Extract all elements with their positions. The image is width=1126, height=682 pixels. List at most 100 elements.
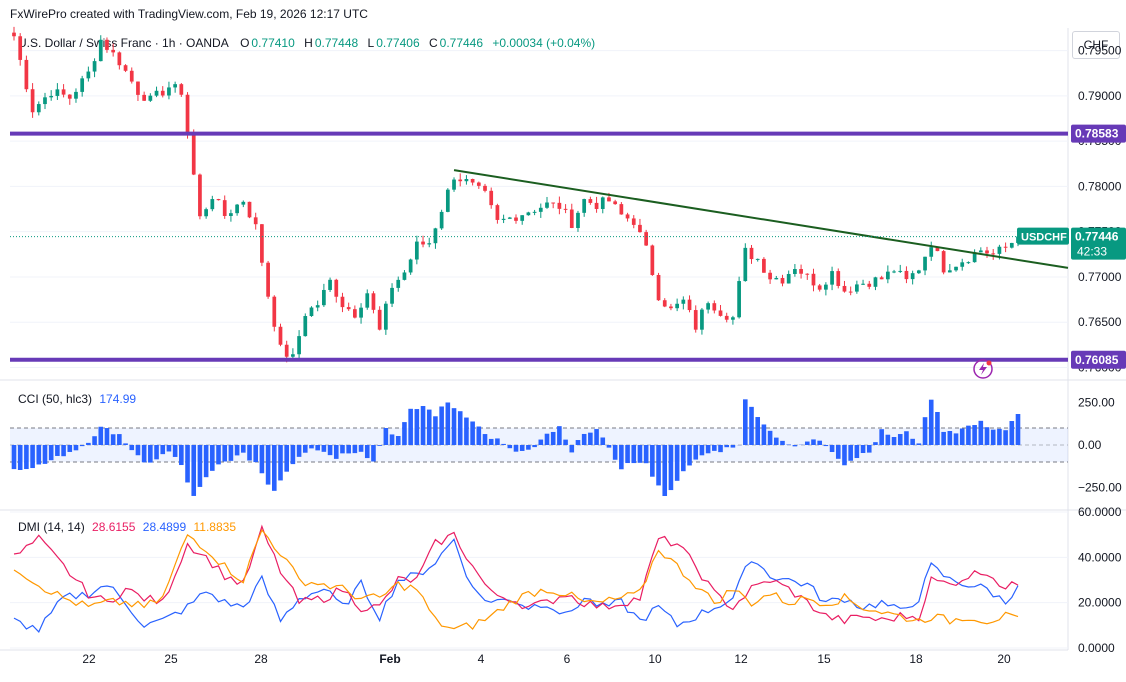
candle-body <box>433 228 438 244</box>
candle-body <box>563 208 568 210</box>
candle-body <box>669 306 673 309</box>
candle-body <box>569 209 574 228</box>
cci-bar <box>674 445 680 481</box>
candle-body <box>514 217 518 221</box>
candle-body <box>198 174 202 217</box>
cci-bar <box>712 445 717 451</box>
candle-body <box>167 87 171 96</box>
candle-body <box>129 70 134 82</box>
cci-bar <box>191 445 197 496</box>
cci-bar <box>364 445 370 459</box>
cci-bar <box>891 437 897 445</box>
cci-bar <box>1009 421 1015 445</box>
candle-body <box>105 39 109 50</box>
candle-body <box>98 39 103 62</box>
cci-bar <box>910 438 915 445</box>
cci-bar <box>631 445 637 464</box>
cci-bar <box>135 445 141 456</box>
cci-bar <box>79 445 85 447</box>
candle-body <box>291 354 295 357</box>
cci-bar <box>773 437 779 445</box>
candle-body <box>365 293 370 308</box>
candle-body <box>272 296 277 327</box>
candle-body <box>712 303 717 311</box>
cci-bar <box>1015 414 1021 445</box>
candle-body <box>737 281 741 318</box>
candle-body <box>898 270 903 272</box>
candle-body <box>743 247 748 282</box>
candle-body <box>619 204 624 215</box>
cci-bar <box>309 445 314 449</box>
candle-body <box>179 84 184 95</box>
cci-bar <box>117 434 122 445</box>
candle-body <box>86 71 91 79</box>
cci-bar <box>612 445 618 460</box>
candle-body <box>793 269 797 274</box>
candle-body <box>929 247 934 257</box>
cci-bar <box>811 439 816 445</box>
candle-body <box>210 199 215 210</box>
candle-body <box>762 258 766 273</box>
time-tick-label: 15 <box>817 652 831 666</box>
cci-bar <box>73 445 79 451</box>
candle-body <box>731 317 735 320</box>
candle-body <box>954 266 958 271</box>
cci-bar <box>67 445 73 452</box>
candle-body <box>111 49 116 53</box>
cci-bar <box>352 445 358 454</box>
cci-bar <box>426 409 432 445</box>
cci-bar <box>743 399 748 445</box>
cci-bar <box>792 445 798 447</box>
time-tick-label: 25 <box>164 652 178 666</box>
cci-bar <box>532 445 537 448</box>
candle-body <box>675 303 679 309</box>
cci-bar <box>172 445 178 457</box>
cci-bar <box>643 445 649 464</box>
cci-bar <box>823 445 829 447</box>
candle-body <box>266 262 270 297</box>
cci-bar <box>897 434 903 445</box>
candle-body <box>377 309 382 330</box>
trendline <box>453 169 1069 269</box>
open-label: O <box>240 36 250 50</box>
cci-bar <box>848 445 853 461</box>
candle-body <box>414 241 419 260</box>
candle-body <box>545 202 549 208</box>
candle-body <box>960 262 965 267</box>
cci-bar <box>724 445 730 448</box>
cci-bar <box>203 445 209 478</box>
cci-bar <box>594 429 599 445</box>
candle-body <box>253 217 258 225</box>
candle-body <box>371 293 376 310</box>
cci-bar <box>526 445 531 450</box>
candle-body <box>588 199 593 203</box>
cci-legend: CCI (50, hlc3) 174.99 <box>18 392 136 406</box>
candle-body <box>625 214 630 219</box>
candle-body <box>941 251 946 273</box>
candle-body <box>260 224 264 263</box>
cci-histogram <box>11 399 1021 497</box>
time-tick-label: 22 <box>82 652 96 666</box>
candle-body <box>18 36 23 60</box>
candle-body <box>483 185 487 191</box>
cci-bar <box>104 428 110 445</box>
candle-body <box>328 279 332 290</box>
level-price-badge <box>1071 124 1126 143</box>
alert-lightning-icon <box>973 359 993 379</box>
candle-body <box>173 84 177 88</box>
cci-bar <box>681 445 686 472</box>
cci-tick-label: 0.00 <box>1078 438 1102 452</box>
cci-bar <box>501 443 506 445</box>
cci-bar <box>371 445 376 462</box>
currency-button[interactable]: CHF <box>1072 31 1120 59</box>
cci-bar <box>817 440 822 445</box>
candle-body <box>24 59 29 90</box>
cci-bar <box>953 433 959 445</box>
candle-body <box>148 95 153 101</box>
low-value: 0.77406 <box>376 36 420 50</box>
price-tick-label: 0.76500 <box>1078 315 1122 329</box>
candle-body <box>346 307 351 310</box>
cci-bar <box>129 445 135 451</box>
dmi-value-1: 28.6155 <box>92 520 136 534</box>
